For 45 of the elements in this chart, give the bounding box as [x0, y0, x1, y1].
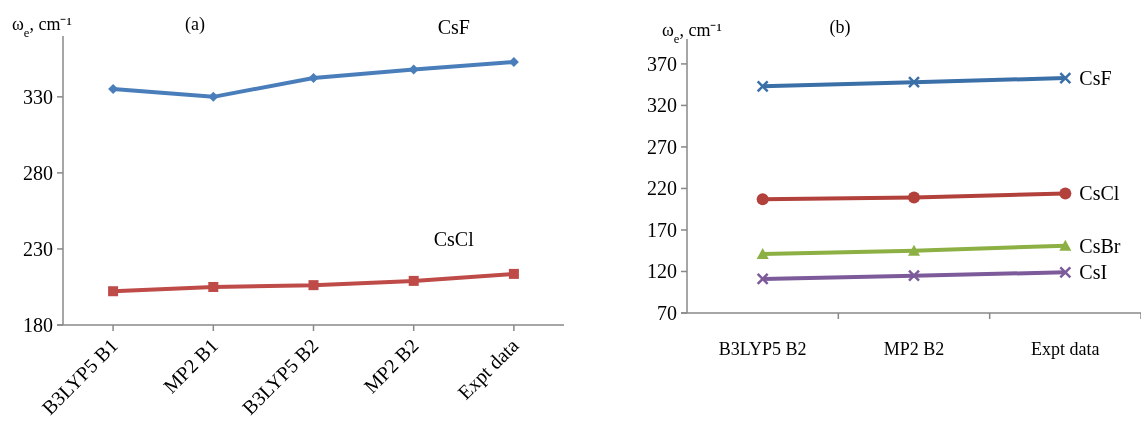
y-tick-label: 330	[23, 85, 53, 108]
x-tick-label: MP2 B2	[359, 334, 423, 398]
point	[908, 191, 920, 204]
point	[908, 244, 920, 256]
point	[756, 272, 769, 286]
y-tick-label: 370	[647, 52, 677, 75]
series-label: CsCl	[433, 227, 475, 250]
series-label: CsF	[1079, 67, 1112, 90]
y-tick-label: 180	[23, 314, 53, 336]
point	[907, 269, 921, 282]
y-tick-label: 320	[647, 94, 677, 117]
series-label: CsBr	[1079, 234, 1121, 257]
series-label: CsF	[437, 16, 470, 39]
point	[508, 268, 519, 279]
y-tick-label: 280	[23, 161, 53, 184]
point	[408, 275, 419, 286]
y-axis-title: ω$_{e}$, cm⁻¹	[662, 20, 722, 46]
point	[308, 72, 319, 83]
y-tick-label: 220	[647, 177, 677, 200]
x-tick-label: MP2 B2	[883, 339, 945, 359]
point	[907, 75, 921, 89]
y-tick-label: 120	[647, 260, 677, 283]
x-tick-label: Expt data	[453, 334, 524, 405]
y-tick-label: 230	[23, 237, 53, 260]
point	[308, 280, 319, 291]
x-tick-label: Expt data	[1031, 339, 1100, 359]
point	[1059, 239, 1072, 251]
y-axis-title: ω$_{e}$, cm⁻¹	[12, 14, 72, 40]
point	[1059, 71, 1072, 85]
x-tick-label: B3LYP5 B2	[718, 339, 807, 359]
point	[756, 248, 769, 260]
x-tick-label: MP2 B1	[159, 334, 223, 398]
point	[756, 80, 769, 93]
y-tick-label: 70	[657, 302, 677, 324]
point	[108, 286, 119, 297]
point	[1059, 266, 1072, 279]
series-label: CsCl	[1079, 182, 1120, 205]
chart-title: (b)	[829, 17, 851, 38]
chart-title: (a)	[185, 14, 205, 35]
series-label: CsI	[1079, 261, 1108, 284]
y-tick-label: 170	[647, 218, 677, 241]
point	[756, 193, 769, 206]
y-tick-label: 270	[647, 135, 677, 158]
point	[208, 281, 219, 292]
point	[1059, 187, 1072, 200]
